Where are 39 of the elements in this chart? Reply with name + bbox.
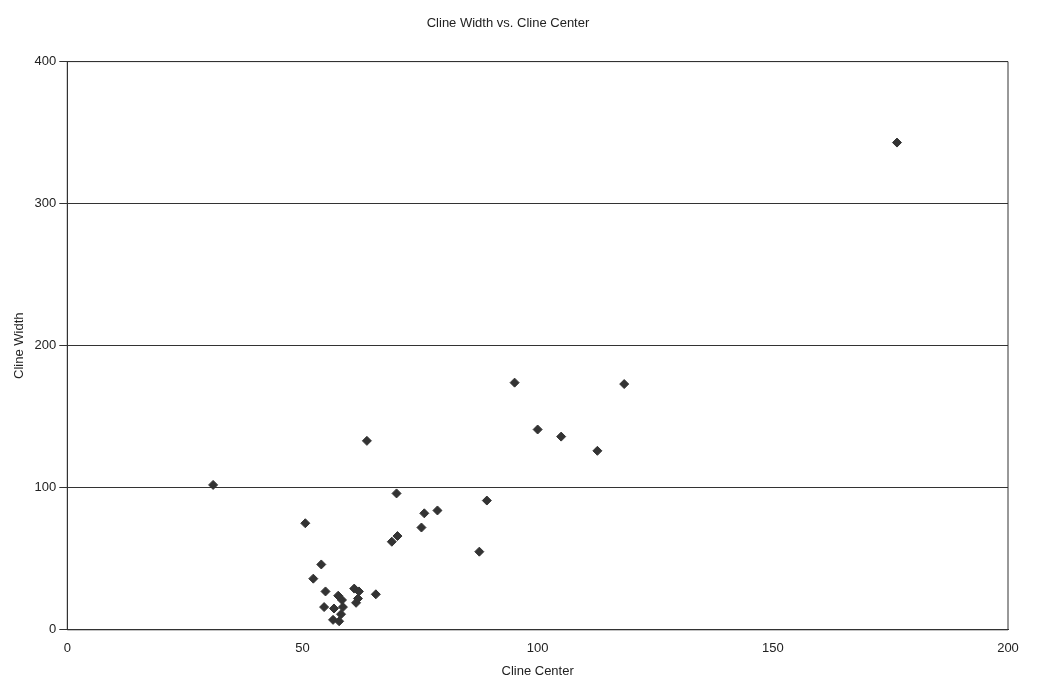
point — [619, 379, 630, 390]
chart-title: Cline Width vs. Cline Center — [426, 15, 590, 31]
point — [361, 435, 372, 446]
point — [532, 424, 543, 435]
x-tick-label: 100 — [526, 640, 549, 656]
point — [416, 522, 427, 533]
point — [509, 377, 520, 388]
x-axis-title: Cline Center — [501, 662, 575, 678]
point — [481, 495, 492, 506]
x-tick-label: 50 — [295, 640, 310, 656]
y-axis-title: Cline Width — [11, 312, 27, 379]
point — [892, 137, 902, 148]
point — [336, 594, 347, 605]
point — [300, 518, 311, 529]
y-tick-label: 200 — [34, 337, 57, 353]
y-tick-label: 300 — [34, 195, 57, 211]
point — [308, 573, 319, 584]
point — [334, 616, 345, 627]
point — [556, 431, 567, 442]
point — [328, 603, 339, 614]
x-tick-label: 200 — [997, 640, 1019, 656]
point — [432, 505, 443, 516]
x-tick-label: 150 — [761, 640, 784, 656]
y-tick-label: 100 — [34, 479, 57, 495]
point — [474, 546, 485, 557]
point — [419, 508, 430, 519]
y-tick-label: 0 — [49, 621, 57, 637]
y-tick-label: 400 — [34, 53, 57, 69]
point — [592, 445, 603, 456]
point — [370, 589, 381, 600]
point — [392, 531, 403, 542]
point — [320, 586, 331, 597]
point — [386, 536, 397, 547]
point — [319, 602, 330, 613]
x-tick-label: 0 — [63, 640, 71, 656]
point — [316, 559, 327, 570]
point — [336, 609, 347, 620]
point — [391, 488, 402, 499]
point — [208, 479, 219, 490]
